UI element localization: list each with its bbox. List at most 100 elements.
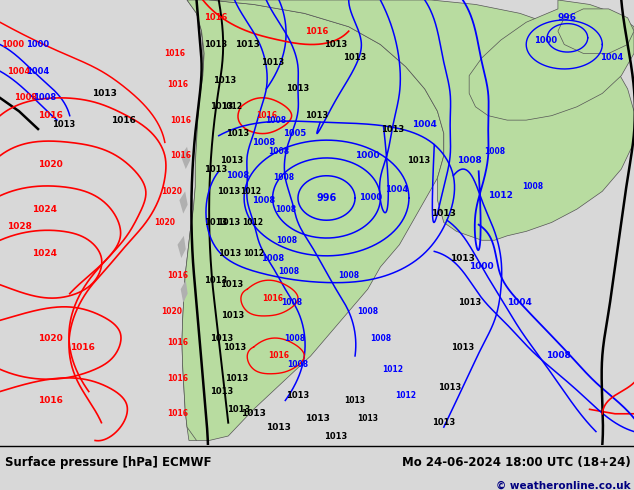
Text: 1013: 1013 — [304, 414, 330, 423]
Text: 1000: 1000 — [356, 151, 380, 160]
Text: 1012: 1012 — [240, 187, 261, 196]
Text: 1008: 1008 — [14, 94, 37, 102]
Text: 1013: 1013 — [325, 40, 347, 49]
Text: 1016: 1016 — [164, 49, 185, 58]
Text: 1008: 1008 — [261, 253, 284, 263]
Text: 1008: 1008 — [276, 236, 297, 245]
Text: 1008: 1008 — [265, 116, 287, 124]
Polygon shape — [558, 9, 634, 53]
Text: 1013: 1013 — [227, 405, 250, 414]
Text: 1016: 1016 — [306, 26, 328, 36]
Polygon shape — [179, 191, 188, 214]
Text: 996: 996 — [558, 13, 577, 23]
Text: 1008: 1008 — [278, 267, 299, 276]
Text: 1008: 1008 — [287, 360, 309, 369]
Text: 1000: 1000 — [359, 194, 382, 202]
Text: 1016: 1016 — [256, 111, 277, 120]
Polygon shape — [469, 0, 634, 120]
Text: 1005: 1005 — [283, 129, 306, 138]
Text: 1016: 1016 — [204, 13, 227, 23]
Text: 1012: 1012 — [395, 392, 417, 400]
Text: 1013: 1013 — [204, 40, 227, 49]
Text: 1008: 1008 — [545, 351, 571, 361]
Text: 1013: 1013 — [241, 409, 266, 418]
Text: 1013: 1013 — [204, 276, 227, 285]
Text: 1008: 1008 — [522, 182, 543, 192]
Text: 1013: 1013 — [214, 75, 236, 85]
Text: 1013: 1013 — [325, 432, 347, 441]
Text: 1013: 1013 — [306, 111, 328, 120]
Text: 1000: 1000 — [470, 263, 494, 271]
Text: 1008: 1008 — [370, 334, 391, 343]
Text: 1013: 1013 — [204, 218, 227, 227]
Text: 1013: 1013 — [451, 343, 474, 351]
Text: 1013: 1013 — [220, 280, 243, 289]
Text: 1008: 1008 — [268, 147, 290, 156]
Text: 1013: 1013 — [344, 396, 366, 405]
Text: 1013: 1013 — [204, 165, 227, 173]
Text: 1012: 1012 — [221, 102, 242, 111]
Text: 1013: 1013 — [235, 40, 260, 49]
Text: 1028: 1028 — [6, 222, 32, 231]
Text: 1013: 1013 — [382, 124, 404, 134]
Text: 1000: 1000 — [534, 36, 557, 45]
Polygon shape — [182, 0, 211, 441]
Text: Surface pressure [hPa] ECMWF: Surface pressure [hPa] ECMWF — [5, 457, 212, 469]
Text: 1016: 1016 — [38, 111, 63, 120]
Text: 1008: 1008 — [284, 334, 306, 343]
Text: 1016: 1016 — [38, 396, 63, 405]
Text: 1013: 1013 — [432, 418, 455, 427]
Text: 1013: 1013 — [266, 422, 292, 432]
Text: 1013: 1013 — [225, 374, 248, 383]
Text: 1013: 1013 — [226, 129, 249, 138]
Text: 1013: 1013 — [210, 102, 233, 111]
Text: 1008: 1008 — [252, 196, 275, 205]
Text: 1013: 1013 — [218, 249, 241, 258]
Text: 1012: 1012 — [488, 191, 514, 200]
Text: 1008: 1008 — [456, 156, 482, 165]
Text: 1013: 1013 — [210, 334, 233, 343]
Text: 1016: 1016 — [167, 409, 188, 418]
Text: 1016: 1016 — [167, 271, 188, 280]
Text: 1004: 1004 — [27, 67, 49, 75]
Text: 1024: 1024 — [32, 249, 57, 258]
Text: 1016: 1016 — [167, 374, 188, 383]
Text: 1016: 1016 — [167, 338, 188, 347]
Text: 1013: 1013 — [431, 209, 456, 218]
Text: 1008: 1008 — [338, 271, 359, 280]
Text: 1020: 1020 — [38, 160, 63, 169]
Text: 1016: 1016 — [70, 343, 95, 351]
Text: 1013: 1013 — [287, 392, 309, 400]
Text: 1013: 1013 — [217, 187, 240, 196]
Text: 1016: 1016 — [262, 294, 283, 303]
Text: 1020: 1020 — [38, 334, 63, 343]
Text: 1000: 1000 — [1, 40, 24, 49]
Text: 1016: 1016 — [170, 151, 191, 160]
Text: 1004: 1004 — [507, 298, 533, 307]
Text: 1020: 1020 — [154, 218, 176, 227]
Text: 1008: 1008 — [252, 138, 275, 147]
Text: 1008: 1008 — [273, 173, 295, 182]
Text: 1016: 1016 — [111, 116, 136, 124]
Text: 1016: 1016 — [268, 351, 290, 361]
Text: 1012: 1012 — [382, 365, 404, 374]
Text: 1013: 1013 — [439, 383, 462, 392]
Text: 1020: 1020 — [160, 307, 182, 316]
Text: 1013: 1013 — [220, 156, 243, 165]
Text: 1008: 1008 — [226, 171, 249, 180]
Text: 1013: 1013 — [261, 58, 284, 67]
Polygon shape — [182, 0, 444, 441]
Text: 1013: 1013 — [217, 218, 240, 227]
Text: 1008: 1008 — [275, 205, 296, 214]
Text: 1016: 1016 — [170, 116, 191, 124]
Text: 1013: 1013 — [407, 156, 430, 165]
Text: 1013: 1013 — [221, 311, 244, 320]
Text: 1008: 1008 — [33, 94, 56, 102]
Text: © weatheronline.co.uk: © weatheronline.co.uk — [496, 481, 631, 490]
Text: 1008: 1008 — [484, 147, 505, 156]
Text: 1013: 1013 — [92, 89, 117, 98]
Text: 1013: 1013 — [344, 53, 366, 62]
Text: 1000: 1000 — [27, 40, 49, 49]
Text: 1004: 1004 — [8, 67, 30, 75]
Text: 1008: 1008 — [281, 298, 302, 307]
